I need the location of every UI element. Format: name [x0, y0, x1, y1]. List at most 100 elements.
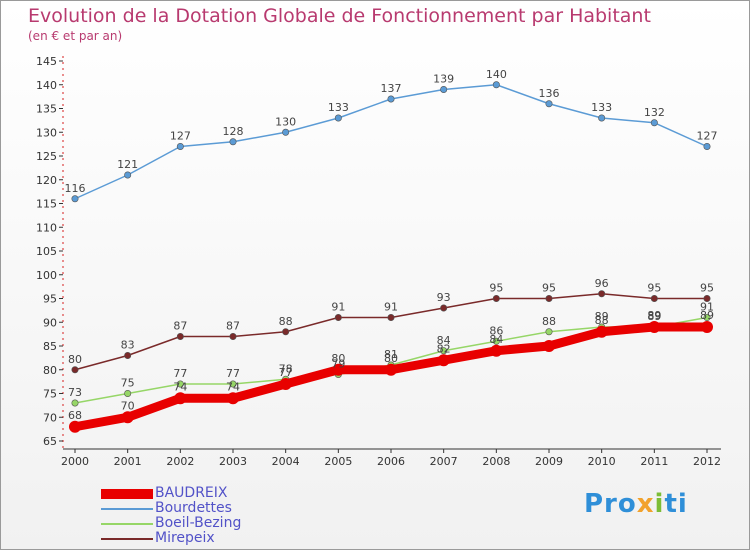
data-label: 91: [331, 301, 345, 314]
data-label: 73: [68, 386, 82, 399]
legend-label: Mirepeix: [155, 530, 215, 546]
legend-label: BAUDREIX: [155, 485, 228, 501]
y-tick-label: 135: [36, 103, 57, 116]
data-point: [282, 328, 290, 336]
data-point: [703, 313, 711, 321]
y-tick-label: 65: [43, 435, 57, 448]
data-label: 127: [697, 130, 718, 143]
data-point: [121, 411, 134, 424]
data-label: 80: [331, 352, 345, 365]
data-point: [492, 337, 500, 345]
y-tick-label: 145: [36, 55, 57, 68]
data-label: 68: [68, 409, 82, 422]
x-tick-label: 2010: [588, 455, 616, 468]
x-tick-label: 2001: [114, 455, 142, 468]
data-label: 74: [226, 380, 240, 393]
y-tick-label: 120: [36, 174, 57, 187]
legend-label: Bourdettes: [155, 500, 232, 516]
data-point: [648, 321, 661, 333]
data-point: [124, 389, 132, 397]
data-label: 79: [331, 358, 345, 371]
data-point: [229, 332, 237, 340]
data-point: [543, 340, 555, 352]
y-tick-label: 130: [36, 126, 57, 139]
proxiti-logo: Proxiti: [584, 489, 688, 519]
data-point: [545, 328, 553, 336]
x-tick-label: 2006: [377, 455, 405, 468]
data-label: 77: [173, 367, 187, 380]
data-point: [598, 290, 606, 298]
data-label: 91: [384, 301, 398, 314]
data-point: [227, 392, 239, 405]
data-label: 78: [279, 362, 293, 375]
x-tick-label: 2004: [272, 455, 300, 468]
series-points: [69, 81, 713, 433]
data-point: [545, 100, 553, 108]
data-label: 116: [65, 182, 86, 195]
data-point: [334, 114, 342, 122]
data-label: 128: [223, 125, 244, 138]
y-tick-label: 140: [36, 79, 57, 92]
data-label: 84: [437, 334, 451, 347]
data-point: [176, 380, 184, 388]
data-label: 140: [486, 68, 507, 81]
x-tick-label: 2009: [535, 455, 563, 468]
data-label: 87: [173, 320, 187, 333]
legend-swatch: [101, 522, 153, 525]
data-label: 77: [226, 367, 240, 380]
legend-item-bourdettes: Bourdettes: [101, 501, 241, 516]
data-label: 89: [647, 309, 661, 322]
data-label: 95: [700, 282, 714, 295]
data-point: [490, 344, 503, 357]
y-tick-label: 100: [36, 269, 57, 282]
data-point: [176, 332, 184, 340]
data-point: [492, 294, 500, 302]
data-point: [174, 392, 187, 405]
data-point: [69, 420, 81, 433]
data-point: [440, 304, 448, 312]
y-tick-label: 110: [36, 221, 57, 234]
data-point: [71, 366, 79, 374]
legend-item-boeil-bezing: Boeil-Bezing: [101, 516, 241, 531]
x-tick-label: 2000: [61, 455, 89, 468]
data-label: 80: [384, 352, 398, 365]
data-label: 88: [542, 315, 556, 328]
y-tick-label: 75: [43, 388, 57, 401]
data-point: [545, 294, 553, 302]
data-label: 80: [68, 353, 82, 366]
data-point: [282, 128, 290, 136]
data-label: 86: [489, 324, 503, 337]
data-label: 88: [595, 314, 609, 327]
y-tick-label: 125: [36, 150, 57, 163]
data-label: 70: [121, 399, 135, 412]
data-point: [385, 363, 397, 376]
y-tick-label: 90: [43, 316, 57, 329]
data-label: 77: [279, 366, 293, 379]
data-label: 132: [644, 106, 665, 119]
data-label: 87: [226, 320, 240, 333]
data-label: 83: [121, 339, 135, 352]
data-label: 121: [117, 158, 138, 171]
data-point: [595, 325, 608, 338]
chart-axes: 65 70 75 80 85 90 95 100 105 110 115 120 125 130 135 14…: [36, 55, 721, 468]
data-label: 139: [433, 73, 454, 86]
legend-item-mirepeix: Mirepeix: [101, 531, 241, 546]
data-point: [332, 363, 345, 376]
data-point: [229, 380, 237, 388]
x-tick-label: 2012: [693, 455, 721, 468]
x-tick-label: 2002: [166, 455, 194, 468]
data-label: 89: [700, 309, 714, 322]
data-label: 95: [647, 282, 661, 295]
data-point: [387, 95, 395, 103]
data-point: [71, 195, 79, 203]
data-point: [650, 294, 658, 302]
data-point: [279, 378, 292, 390]
data-label: 96: [595, 277, 609, 290]
data-label: 95: [489, 282, 503, 295]
y-tick-label: 105: [36, 245, 57, 258]
legend: BAUDREIX Bourdettes Boeil-Bezing Mirepei…: [101, 486, 241, 546]
y-tick-label: 95: [43, 293, 57, 306]
